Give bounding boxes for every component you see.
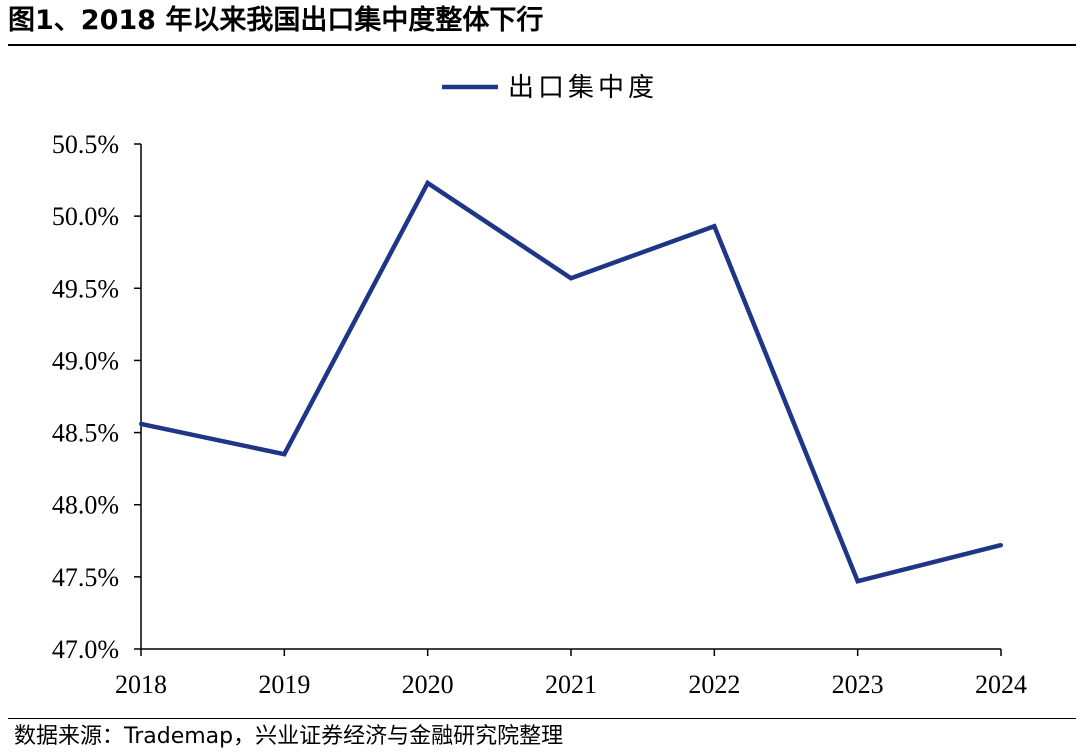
chart-axes (134, 143, 1002, 656)
x-tick-label: 2018 (115, 670, 167, 699)
x-tick-label: 2024 (975, 670, 1027, 699)
data-point (282, 452, 287, 457)
x-tick-label: 2020 (402, 670, 454, 699)
x-tick-label: 2021 (545, 670, 597, 699)
title-divider (8, 44, 1076, 46)
y-tick-label: 49.5% (52, 274, 119, 303)
x-tick-label: 2019 (258, 670, 310, 699)
y-tick-labels: 47.0% 47.5% 48.0% 48.5% 49.0% 49.5% 50.0% 50.5% (52, 130, 119, 664)
source-note: 数据来源：Trademap，兴业证券经济与金融研究院整理 (14, 724, 564, 749)
data-point (139, 421, 143, 426)
y-tick-label: 50.0% (52, 202, 119, 231)
chart-legend: 出口集中度 (442, 73, 658, 103)
data-point (712, 224, 717, 229)
line-chart: 出口集中度 47.0% 47.5% 48.0% 48.5% 49.0% 49.5% 50.0… (52, 73, 1027, 699)
x-tick-labels: 2018 2019 2020 2021 2022 2023 2024 (115, 670, 1027, 699)
y-tick-label: 49.0% (52, 346, 119, 375)
data-point (425, 180, 430, 185)
data-point (855, 579, 860, 584)
y-tick-label: 48.5% (52, 419, 119, 448)
y-tick-label: 50.5% (52, 130, 119, 159)
series-layer (139, 179, 1003, 584)
legend-label: 出口集中度 (508, 73, 658, 103)
figure-title: 图1、2018 年以来我国出口集中度整体下行 (8, 5, 544, 36)
y-tick-label: 47.5% (52, 563, 119, 592)
y-tick-label: 48.0% (52, 491, 119, 520)
data-point (999, 543, 1003, 548)
data-point (569, 276, 573, 281)
y-tick-label: 47.0% (52, 635, 119, 664)
x-tick-label: 2023 (832, 670, 884, 699)
x-tick-label: 2022 (688, 670, 740, 699)
source-divider (8, 718, 1076, 719)
series-line (140, 179, 1002, 584)
